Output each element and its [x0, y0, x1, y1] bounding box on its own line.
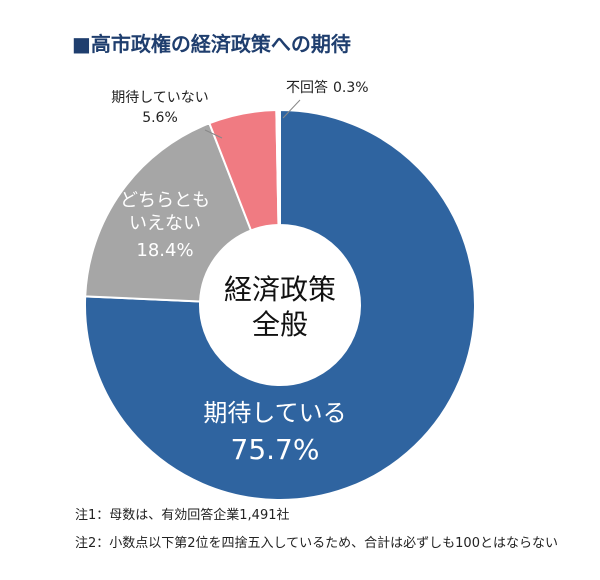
note: 注1：母数は、有効回答企業1,491社	[75, 508, 290, 523]
category-label: 不回答	[286, 80, 328, 96]
chart-title: ■高市政権の経済政策への期待	[72, 32, 351, 56]
leader-line	[204, 129, 223, 139]
category-label: どちらとも いえない	[120, 190, 210, 234]
slice	[84, 121, 253, 303]
category-label: 期待している	[203, 399, 347, 427]
center-label: 経済政策 全般	[223, 273, 336, 341]
value-label: 5.6%	[142, 110, 178, 126]
value-label: 75.7%	[230, 433, 320, 466]
slice	[275, 108, 281, 227]
slice	[84, 108, 476, 501]
note: 注2：小数点以下第2位を四捨五入しているため、合計は必ずしも100とはならない	[75, 536, 558, 551]
value-label: 18.4%	[136, 240, 194, 261]
leader-line	[282, 99, 301, 119]
category-label: 期待していない	[111, 90, 209, 106]
value-label: 0.3%	[333, 80, 369, 96]
